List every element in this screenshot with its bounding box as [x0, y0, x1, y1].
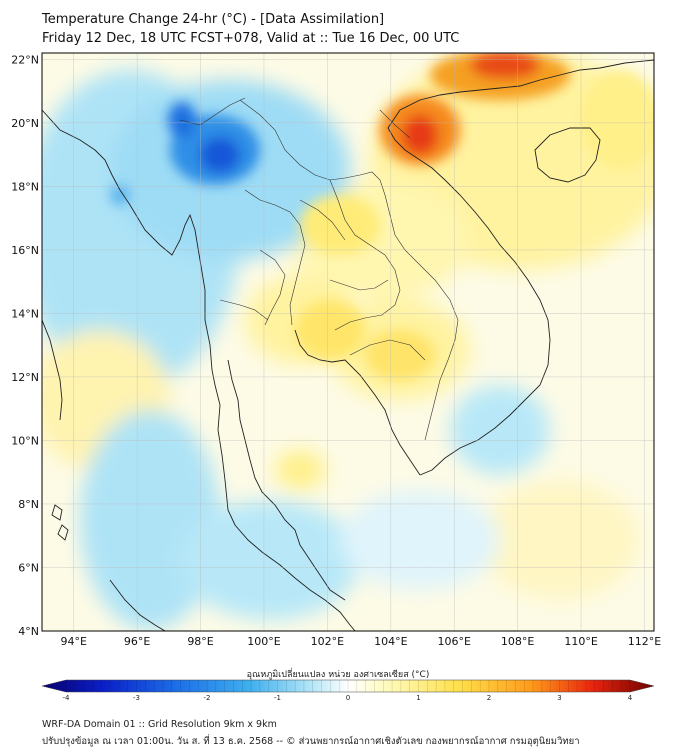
- temperature-field: [42, 53, 654, 631]
- colorbar-tick-label: 4: [628, 694, 633, 702]
- latitude-label: 22°N: [11, 53, 39, 66]
- longitude-label: 98°E: [187, 635, 213, 648]
- colorbar-tick-label: -2: [204, 694, 211, 702]
- latitude-label: 6°N: [18, 561, 39, 574]
- chart-subtitle: Friday 12 Dec, 18 UTC FCST+078, Valid at…: [42, 31, 460, 46]
- colorbar-tick-label: 3: [557, 694, 561, 702]
- latitude-label: 14°N: [11, 307, 39, 320]
- longitude-label: 110°E: [564, 635, 597, 648]
- latitude-labels: 22°N 20°N 18°N 16°N 14°N 12°N 10°N 8°N 6°N 4°N: [11, 53, 39, 638]
- longitude-label: 96°E: [124, 635, 150, 648]
- colorbar-tick-label: 2: [487, 694, 491, 702]
- footer-model-info: WRF-DA Domain 01 :: Grid Resolution 9km …: [42, 719, 277, 730]
- colorbar-tick-label: -4: [63, 694, 71, 702]
- latitude-label: 18°N: [11, 180, 39, 193]
- latitude-label: 10°N: [11, 434, 39, 447]
- colorbar-tick-label: -1: [274, 694, 281, 702]
- longitude-label: 102°E: [311, 635, 344, 648]
- colorbar-ticks: -4 -3 -2 -1 0 1 2 3 4: [63, 680, 633, 702]
- latitude-label: 16°N: [11, 244, 39, 257]
- longitude-label: 112°E: [628, 635, 661, 648]
- longitude-label: 108°E: [501, 635, 534, 648]
- latitude-label: 20°N: [11, 117, 39, 130]
- map-border: [41, 52, 655, 632]
- longitude-label: 104°E: [374, 635, 407, 648]
- latitude-label: 8°N: [18, 498, 39, 511]
- footer-credit: ปรับปรุงข้อมูล ณ เวลา 01:00น. วัน ส. ที่…: [42, 736, 580, 747]
- latitude-label: 4°N: [18, 625, 39, 638]
- colorbar-bar: [41, 679, 655, 693]
- colorbar-tick-label: 0: [346, 694, 350, 702]
- colorbar-tick-label: 1: [416, 694, 420, 702]
- latitude-label: 12°N: [11, 371, 39, 384]
- gridlines: [42, 53, 654, 632]
- colorbar-label: อุณหภูมิเปลี่ยนแปลง หน่วย องศาเซลเซียส (…: [246, 670, 430, 680]
- country-borders: [179, 97, 459, 441]
- longitude-label: 94°E: [60, 635, 86, 648]
- chart-title: Temperature Change 24-hr (°C) - [Data As…: [42, 12, 385, 27]
- longitude-labels: 94°E 96°E 98°E 100°E 102°E 104°E 106°E 108°E 110…: [60, 635, 661, 648]
- colorbar: -4 -3 -2 -1 0 1 2 3 4: [41, 679, 655, 702]
- colorbar-tick-label: -3: [133, 694, 140, 702]
- longitude-label: 106°E: [438, 635, 471, 648]
- longitude-label: 100°E: [247, 635, 280, 648]
